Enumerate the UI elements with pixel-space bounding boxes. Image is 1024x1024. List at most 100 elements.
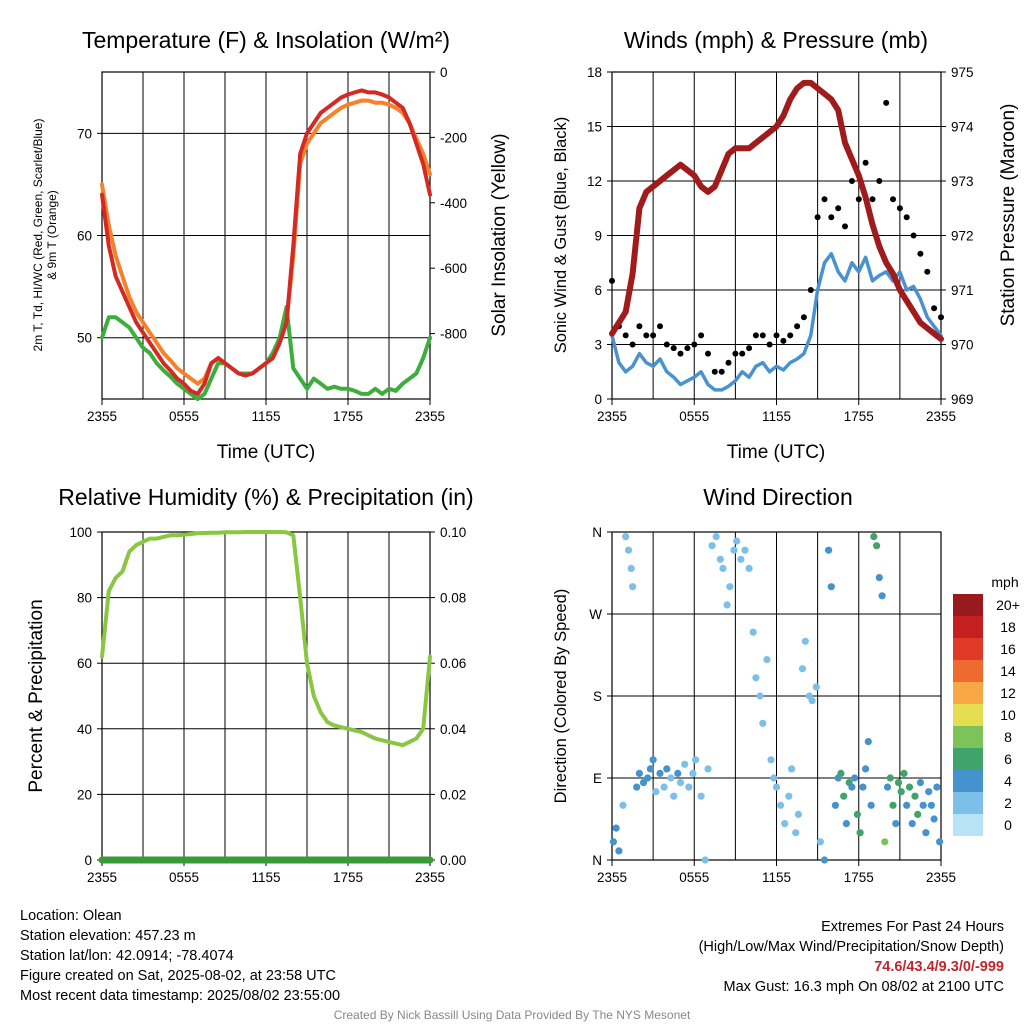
gust-point [711,368,718,375]
direction-point [619,801,627,809]
direction-point [900,769,908,778]
direction-point [873,542,881,550]
rh-ytick-label: 40 [77,722,92,737]
direction-point [759,719,767,727]
direction-point [697,792,705,800]
dir-xtick-label: 1755 [844,870,874,885]
direction-point [827,583,835,591]
direction-point [859,783,867,791]
gust-point [718,368,725,375]
direction-point [936,838,944,846]
legend-label: 10 [1000,707,1016,723]
wind-ytick-label-right: 970 [951,338,974,353]
legend-swatch [953,638,983,660]
direction-point [777,801,785,809]
direction-point [652,788,660,796]
wind-ytick-label: 12 [587,174,602,189]
legend-label: 6 [1004,751,1012,767]
sonic-wind-line [610,251,943,392]
wind-ytick-label: 6 [594,283,602,298]
gust-point [890,196,896,203]
rh-title: Relative Humidity (%) & Precipitation (i… [58,484,473,510]
direction-point [660,783,668,791]
direction-point [785,792,793,800]
direction-point [916,779,925,787]
direction-point [670,792,678,800]
direction-point [770,774,778,782]
legend-label: 12 [1000,685,1016,701]
direction-point [886,774,894,782]
direction-point [667,774,675,782]
temp-xtick-label: 0555 [169,409,199,424]
wind-xtick-label: 1155 [762,409,791,424]
direction-point [730,546,738,554]
direction-point [927,801,936,809]
direction-point [772,783,781,791]
direction-point [801,637,809,645]
temp-ylabel-left-1: 2m T, Td, HI/WC (Red, Green, Scarlet/Blu… [31,119,45,352]
gust-point [643,332,650,339]
legend-label: 16 [1000,641,1016,657]
recent-timestamp: Most recent data timestamp: 2025/08/02 2… [20,988,341,1004]
direction-point [685,783,693,791]
direction-point [911,792,919,800]
rh-ytick-label: 80 [77,591,92,606]
station-elevation: Station elevation: 457.23 m [20,928,196,944]
direction-point [615,847,623,855]
gust-point [835,205,842,212]
direction-point [629,583,637,591]
gust-point [896,205,903,212]
gust-point [862,159,869,166]
direction-point [881,838,889,846]
wind-ylabel-right: Station Pressure (Maroon) [998,104,1019,327]
temp-ylabel-right: Solar Insolation (Yellow) [489,133,510,336]
direction-point [914,810,922,819]
extremes-title: Extremes For Past 24 Hours [821,919,1004,935]
temp-ytick-label-right: -200 [440,130,467,145]
temp-xtick-label: 2355 [415,409,445,424]
direction-point [749,628,757,636]
temp-title: Temperature (F) & Insolation (W/m²) [82,27,450,53]
direction-point [812,683,820,691]
rh-ytick-label: 60 [77,656,92,671]
direction-point [897,788,905,796]
rh-ytick-label-right: 0.08 [440,591,466,606]
wind-ytick-label: 15 [587,120,602,135]
wind-ytick-label-right: 973 [951,174,974,189]
gust-point [684,345,691,352]
gust-point [931,305,938,312]
direction-point [816,838,825,846]
rh-ylabel-left: Percent & Precipitation [26,599,47,792]
wind-ytick-label: 0 [594,392,602,407]
direction-point [737,555,745,563]
gust-point [609,277,615,284]
gust-point [739,350,746,357]
direction-point [763,656,771,664]
direction-point [633,783,641,791]
gust-point [705,350,711,357]
gust-point [917,250,924,257]
dir-ytick-label: N [592,525,602,540]
dir-ytick-label: W [589,607,602,622]
legend-title: mph [991,574,1018,590]
dir-ylabel-left: Direction (Colored By Speed) [552,589,570,804]
legend-label: 0 [1004,817,1012,833]
temp-xtick-label: 2355 [87,409,117,424]
gust-point [842,223,848,230]
legend-swatch [953,792,983,814]
direction-point [892,820,900,828]
temp-ytick-label-right: -600 [440,261,467,276]
legend-label: 18 [1000,619,1016,635]
gust-point [629,341,636,348]
gust-point [773,332,780,339]
gust-point [848,178,855,184]
legend-swatch [953,770,983,792]
direction-point [712,533,720,541]
direction-point [639,779,648,787]
wind-ytick-label: 18 [587,65,602,80]
wind-ytick-label-right: 969 [951,392,974,407]
direction-point [733,537,741,545]
direction-point [756,692,764,700]
wind-title: Winds (mph) & Pressure (mb) [624,27,928,53]
